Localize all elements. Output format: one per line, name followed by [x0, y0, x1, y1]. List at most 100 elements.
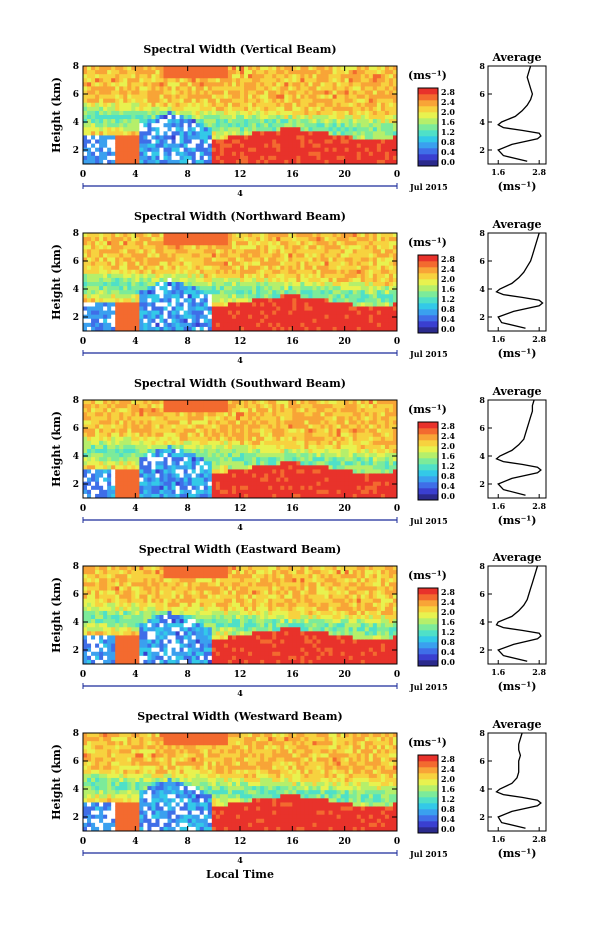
avg-x-tick-label: 2.8 [532, 667, 546, 677]
colorbar [418, 755, 438, 834]
avg-x-tick-label: 1.6 [491, 501, 505, 511]
colorbar-swatch [418, 291, 438, 298]
colorbar-tick-label: 2.8 [441, 254, 455, 264]
colorbar-unit: (ms⁻¹) [408, 69, 447, 82]
colorbar-tick-label: 0.8 [441, 637, 455, 647]
heatmap-field [83, 733, 398, 832]
colorbar-swatch [418, 279, 438, 286]
y-axis-label: Height (km) [50, 411, 63, 487]
y-tick-label: 4 [73, 118, 79, 128]
x-tick-label: 12 [234, 504, 247, 514]
avg-x-tick-label: 2.8 [532, 167, 546, 177]
colorbar-swatch [418, 797, 438, 804]
avg-y-tick-label: 6 [479, 256, 485, 266]
colorbar-swatch [418, 594, 438, 601]
y-axis-label: Height (km) [50, 744, 63, 820]
y-axis-label: Height (km) [50, 77, 63, 153]
avg-y-tick-label: 8 [479, 61, 485, 71]
avg-y-tick-label: 4 [479, 284, 485, 294]
colorbar-swatch [418, 315, 438, 322]
colorbar-tick-label: 1.2 [441, 461, 455, 471]
colorbar-frame [417, 754, 439, 834]
colorbar-tick-label: 2.4 [441, 764, 455, 774]
heatmap-field [83, 233, 398, 332]
colorbar-swatch [418, 815, 438, 822]
colorbar-tick-label: 2.4 [441, 431, 455, 441]
colorbar-tick-label: 2.8 [441, 754, 455, 764]
colorbar-frame [417, 421, 439, 501]
colorbar-swatch [418, 624, 438, 631]
x-tick-label: 16 [286, 337, 299, 347]
colorbar-swatch [418, 303, 438, 310]
colorbar-tick-label: 2.4 [441, 264, 455, 274]
colorbar-swatch [418, 600, 438, 607]
y-tick-label: 6 [73, 590, 79, 600]
avg-y-tick-label: 2 [479, 145, 485, 155]
x-tick-label: 12 [234, 670, 247, 680]
avg-x-tick-label: 1.6 [491, 334, 505, 344]
x-tick-label: 8 [185, 670, 191, 680]
y-tick-label: 8 [73, 62, 79, 72]
heatmap-field [83, 66, 398, 165]
date-label: Jul 2015 [409, 516, 448, 526]
x-tick-label: 20 [338, 670, 351, 680]
heatmap-field [83, 400, 398, 499]
colorbar-swatch [418, 309, 438, 316]
colorbar-swatch [418, 321, 438, 328]
x-tick-label: 0 [394, 170, 400, 180]
colorbar-tick-label: 0.0 [441, 491, 455, 501]
colorbar-swatch [418, 118, 438, 125]
avg-x-tick-label: 1.6 [491, 167, 505, 177]
colorbar-tick-label: 0.8 [441, 137, 455, 147]
colorbar-tick-label: 0.0 [441, 324, 455, 334]
colorbar-swatch [418, 470, 438, 477]
colorbar-swatch [418, 791, 438, 798]
avg-x-tick-label: 1.6 [491, 834, 505, 844]
colorbar-tick-label: 2.0 [441, 107, 455, 117]
day-label: 4 [237, 522, 243, 532]
colorbar-swatch [418, 488, 438, 495]
colorbar-unit: (ms⁻¹) [408, 403, 447, 416]
colorbar-swatch [418, 285, 438, 292]
panel-title: Spectral Width (Northward Beam) [134, 210, 346, 223]
colorbar-unit: (ms⁻¹) [408, 569, 447, 582]
panel-title: Spectral Width (Vertical Beam) [143, 43, 336, 56]
colorbar-tick-label: 0.4 [441, 647, 455, 657]
colorbar [418, 255, 438, 334]
average-title: Average [491, 718, 541, 731]
colorbar-tick-label: 0.0 [441, 157, 455, 167]
panel-1: Spectral Width (Vertical Beam) 2 4 6 8 Height… [50, 43, 547, 198]
x-tick-label: 8 [185, 504, 191, 514]
colorbar-swatch [418, 273, 438, 280]
y-tick-label: 8 [73, 396, 79, 406]
avg-y-tick-label: 6 [479, 756, 485, 766]
colorbar-swatch [418, 130, 438, 137]
avg-y-tick-label: 4 [479, 784, 485, 794]
y-tick-label: 2 [73, 813, 79, 823]
heatmap-field [83, 566, 398, 665]
x-tick-label: 4 [132, 837, 138, 847]
colorbar-unit: (ms⁻¹) [408, 236, 447, 249]
avg-x-tick-label: 2.8 [532, 834, 546, 844]
colorbar-tick-label: 2.0 [441, 607, 455, 617]
avg-y-tick-label: 6 [479, 89, 485, 99]
colorbar-tick-label: 0.0 [441, 824, 455, 834]
colorbar-tick-label: 1.2 [441, 794, 455, 804]
x-axis-label: Local Time [206, 868, 274, 881]
x-tick-label: 8 [185, 337, 191, 347]
colorbar-tick-label: 0.4 [441, 481, 455, 491]
panel-title: Spectral Width (Eastward Beam) [139, 543, 341, 556]
avg-y-tick-label: 8 [479, 395, 485, 405]
x-tick-label: 0 [80, 337, 86, 347]
x-tick-label: 8 [185, 170, 191, 180]
x-tick-label: 0 [394, 504, 400, 514]
colorbar-swatch [418, 660, 438, 667]
y-tick-label: 2 [73, 146, 79, 156]
x-tick-label: 0 [80, 837, 86, 847]
average-profile-line [495, 565, 542, 662]
colorbar-tick-label: 1.6 [441, 284, 455, 294]
date-label: Jul 2015 [409, 682, 448, 692]
colorbar [418, 422, 438, 501]
colorbar-tick-label: 0.4 [441, 814, 455, 824]
